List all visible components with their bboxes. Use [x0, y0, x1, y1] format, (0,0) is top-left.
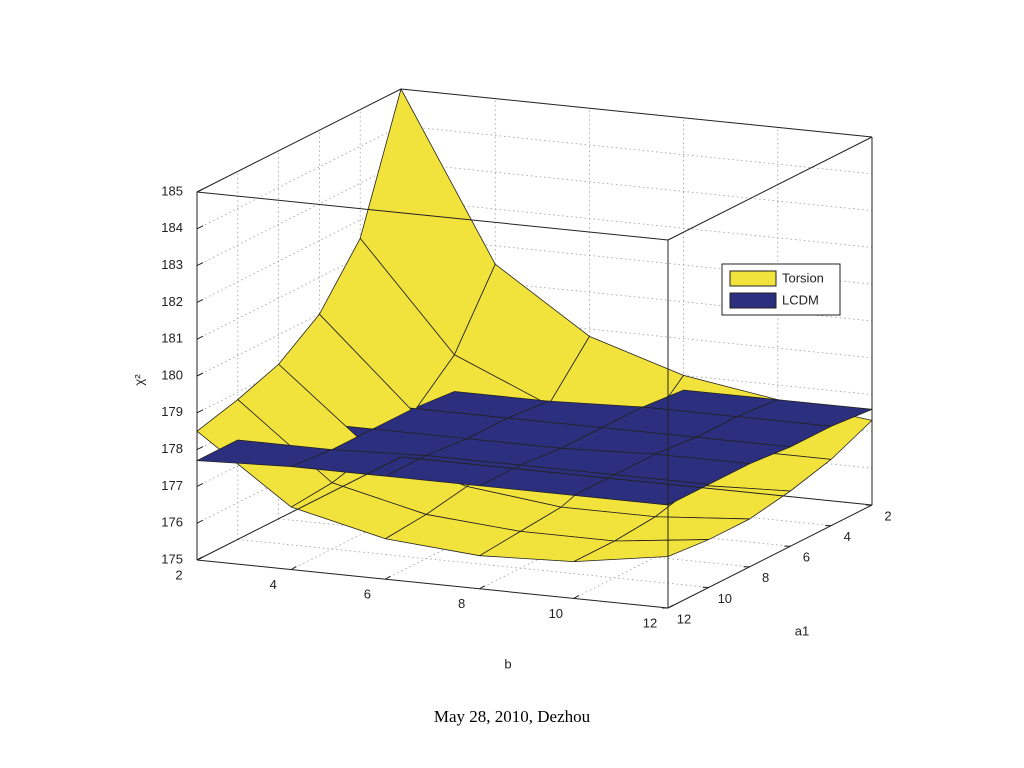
tick-mark	[196, 446, 204, 451]
z-tick-label: 179	[161, 404, 183, 419]
x-tick-label: 2	[175, 567, 182, 582]
z-tick-label: 184	[161, 220, 183, 235]
grid-line	[196, 162, 402, 266]
z-tick-label: 177	[161, 478, 183, 493]
box-edge	[667, 504, 873, 609]
y-tick-label: 8	[762, 570, 769, 585]
y-tick-label: 6	[803, 550, 810, 565]
x-tick-label: 4	[270, 577, 277, 592]
z-tick-label: 176	[161, 515, 183, 530]
y-tick-label: 4	[844, 529, 851, 544]
z-tick-label: 180	[161, 367, 183, 382]
tick-mark	[196, 372, 204, 377]
x-tick-label: 10	[549, 606, 563, 621]
box-edge	[667, 136, 873, 241]
tick-mark	[290, 566, 297, 571]
y-axis-label: a1	[795, 623, 809, 638]
x-tick-label: 12	[643, 615, 657, 630]
grid-line	[400, 125, 873, 175]
tick-mark	[196, 519, 204, 524]
z-tick-label: 175	[161, 551, 183, 566]
box: 175 176 177 178 179 180 181 182 183 184 185 2 4 6 8 10 1…	[161, 88, 892, 630]
y-tick-label: 2	[884, 508, 891, 523]
tick-mark	[196, 335, 204, 340]
z-tick-label: 181	[161, 331, 183, 346]
y-tick-label: 12	[677, 611, 691, 626]
tick-mark	[196, 298, 204, 303]
z-axis-label: χ²	[131, 374, 146, 386]
box-edge	[196, 456, 402, 561]
grid-line	[400, 162, 873, 211]
y-tick-label: 10	[718, 591, 732, 606]
box-edge	[196, 88, 402, 193]
grid-line	[196, 125, 402, 230]
tick-mark	[196, 225, 204, 230]
tick-mark	[196, 262, 204, 267]
surfaces	[196, 88, 873, 562]
tick-mark	[196, 409, 204, 414]
x-tick-label: 8	[458, 596, 465, 611]
box-edge	[196, 191, 669, 241]
tick-mark	[385, 575, 391, 580]
legend: Torsion LCDM	[721, 263, 841, 316]
z-tick-label: 185	[161, 183, 183, 198]
x-tick-label: 6	[364, 587, 371, 602]
tick-mark	[479, 585, 485, 590]
legend-label: Torsion	[782, 270, 824, 285]
tick-mark	[196, 482, 204, 487]
legend-label: LCDM	[782, 292, 819, 307]
z-tick-label: 183	[161, 257, 183, 272]
z-tick-label: 182	[161, 294, 183, 309]
tick-mark	[573, 594, 580, 599]
legend-swatch	[729, 292, 777, 309]
box-edge	[196, 559, 669, 609]
footer: May 28, 2010, Dezhou	[434, 707, 591, 726]
legend-swatch	[729, 270, 777, 287]
x-axis-label: b	[504, 656, 511, 671]
z-tick-label: 178	[161, 441, 183, 456]
box-edge	[400, 456, 873, 506]
box-edge	[400, 88, 873, 138]
